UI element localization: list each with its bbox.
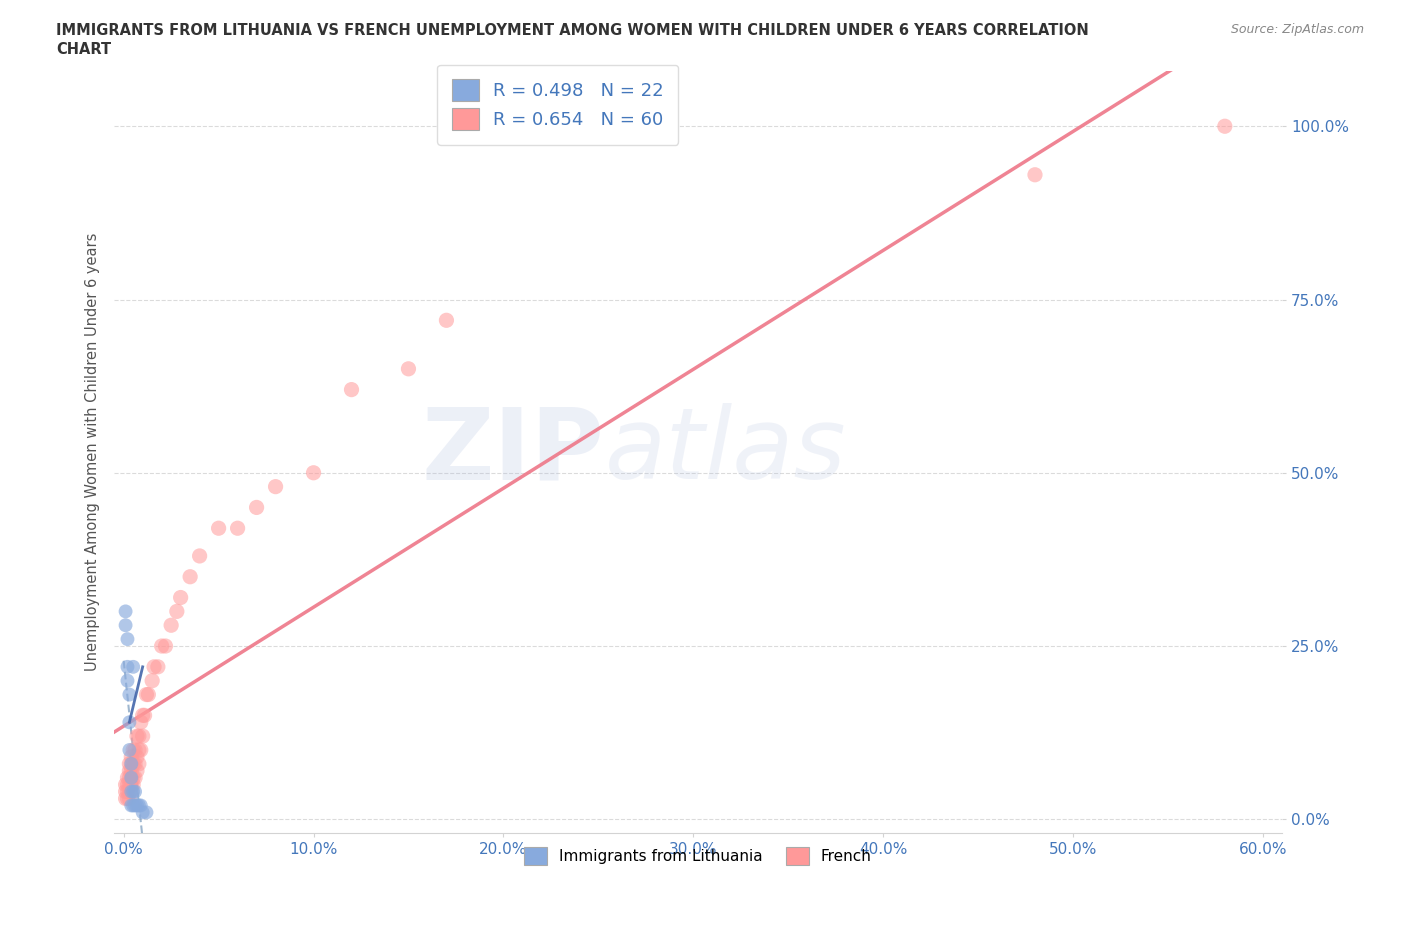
Point	[150, 639, 173, 654]
Point	[117, 791, 139, 806]
Point	[128, 742, 150, 757]
Legend: Immigrants from Lithuania, French: Immigrants from Lithuania, French	[517, 841, 877, 871]
Text: CHART: CHART	[56, 42, 111, 57]
Point	[117, 631, 139, 646]
Point	[118, 791, 141, 806]
Point	[138, 687, 160, 702]
Text: IMMIGRANTS FROM LITHUANIA VS FRENCH UNEMPLOYMENT AMONG WOMEN WITH CHILDREN UNDER: IMMIGRANTS FROM LITHUANIA VS FRENCH UNEM…	[56, 23, 1090, 38]
Text: atlas: atlas	[605, 404, 846, 500]
Point	[129, 715, 152, 730]
Point	[125, 764, 148, 778]
Point	[118, 715, 141, 730]
Point	[117, 784, 139, 799]
Point	[128, 798, 150, 813]
Point	[134, 708, 156, 723]
Point	[131, 729, 153, 744]
Point	[264, 479, 287, 494]
Point	[117, 659, 139, 674]
Point	[117, 770, 139, 785]
Point	[118, 742, 141, 757]
Point	[122, 777, 145, 792]
Point	[135, 687, 157, 702]
Point	[120, 784, 142, 799]
Point	[160, 618, 183, 632]
Point	[122, 798, 145, 813]
Point	[122, 784, 145, 799]
Point	[124, 798, 146, 813]
Point	[131, 805, 153, 820]
Point	[124, 784, 146, 799]
Point	[398, 362, 420, 377]
Point	[143, 659, 166, 674]
Point	[188, 549, 211, 564]
Point	[120, 777, 142, 792]
Point	[118, 756, 141, 771]
Point	[114, 791, 136, 806]
Point	[117, 777, 139, 792]
Point	[114, 777, 136, 792]
Point	[146, 659, 169, 674]
Point	[120, 784, 142, 799]
Point	[207, 521, 229, 536]
Point	[120, 750, 142, 764]
Point	[114, 604, 136, 618]
Point	[122, 756, 145, 771]
Point	[122, 742, 145, 757]
Point	[120, 770, 142, 785]
Point	[179, 569, 201, 584]
Point	[129, 742, 152, 757]
Point	[135, 805, 157, 820]
Point	[120, 756, 142, 771]
Point	[114, 784, 136, 799]
Point	[166, 604, 188, 618]
Point	[125, 798, 148, 813]
Y-axis label: Unemployment Among Women with Children Under 6 years: Unemployment Among Women with Children U…	[86, 232, 100, 671]
Point	[122, 770, 145, 785]
Point	[120, 798, 142, 813]
Point	[118, 764, 141, 778]
Point	[124, 770, 146, 785]
Text: ZIP: ZIP	[422, 404, 605, 500]
Point	[120, 770, 142, 785]
Point	[340, 382, 363, 397]
Point	[129, 798, 152, 813]
Point	[1024, 167, 1046, 182]
Point	[1213, 119, 1236, 134]
Point	[128, 729, 150, 744]
Text: Source: ZipAtlas.com: Source: ZipAtlas.com	[1230, 23, 1364, 36]
Point	[120, 764, 142, 778]
Point	[118, 687, 141, 702]
Point	[124, 756, 146, 771]
Point	[118, 770, 141, 785]
Point	[1289, 119, 1312, 134]
Point	[169, 591, 191, 605]
Point	[125, 729, 148, 744]
Point	[118, 777, 141, 792]
Point	[245, 500, 267, 515]
Point	[128, 756, 150, 771]
Point	[117, 673, 139, 688]
Point	[125, 750, 148, 764]
Point	[120, 756, 142, 771]
Point	[114, 618, 136, 632]
Point	[436, 312, 458, 327]
Point	[122, 659, 145, 674]
Point	[124, 742, 146, 757]
Point	[302, 465, 325, 480]
Point	[141, 673, 163, 688]
Point	[118, 784, 141, 799]
Point	[155, 639, 177, 654]
Point	[226, 521, 249, 536]
Point	[131, 708, 153, 723]
